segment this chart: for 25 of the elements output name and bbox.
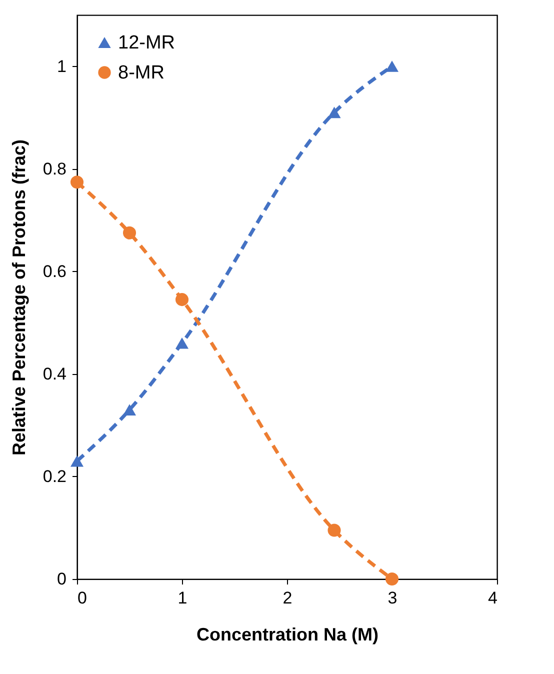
point [122, 404, 136, 416]
y-tick-label: 0.8 [42, 159, 66, 178]
y-axis-title: Relative Percentage of Protons (frac) [8, 139, 29, 456]
point [328, 524, 341, 537]
legend-label: 8-MR [118, 62, 164, 84]
point [122, 226, 136, 240]
y-tick-label: 0 [57, 570, 66, 588]
point [70, 455, 84, 467]
point [175, 293, 189, 306]
y-tick-label: 0.6 [42, 262, 66, 281]
point [385, 572, 399, 586]
x-tick-label: 4 [488, 588, 498, 608]
x-tick-label: 2 [282, 588, 292, 608]
x-tick-label: 3 [388, 588, 398, 608]
y-tick-label: 0.2 [42, 466, 66, 486]
point [385, 60, 399, 72]
x-axis-title: Concentration Na (M) [196, 624, 378, 644]
x-tick-label: 1 [178, 588, 188, 608]
point [70, 176, 84, 189]
y-tick-label: 1 [57, 56, 66, 76]
y-tick-label: 0.4 [42, 364, 66, 384]
point [175, 338, 189, 349]
x-tick-label: 0 [78, 588, 87, 608]
point [328, 106, 341, 118]
legend-label: 12-MR [118, 32, 176, 54]
